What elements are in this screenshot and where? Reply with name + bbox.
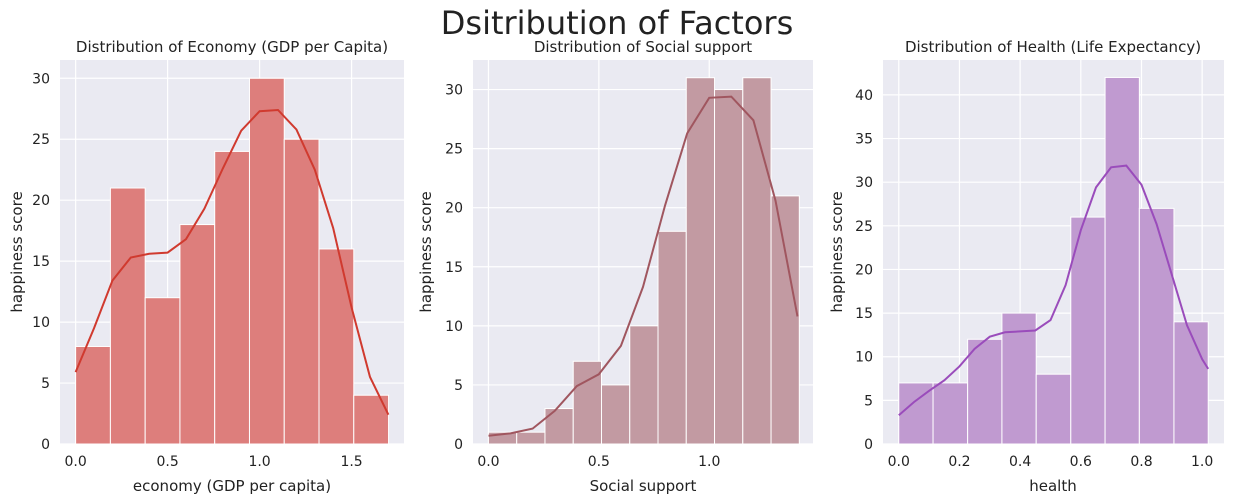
x-tick-label: 1.0 [698,454,720,470]
histogram-bar [516,431,546,445]
social-y-ticks: 0 5 10 15 20 25 30 [445,83,463,453]
histogram-bar [572,360,602,445]
health-x-axis-label: health [1029,477,1076,495]
health-x-ticks: 0.0 0.2 0.4 0.6 0.8 1.0 [888,454,1214,470]
y-tick-label: 0 [41,437,50,453]
y-tick-label: 10 [855,350,873,366]
histogram-bar [932,382,969,445]
y-tick-label: 10 [32,315,50,331]
y-tick-label: 25 [32,132,50,148]
x-tick-label: 0.6 [1070,454,1092,470]
health-y-ticks: 0 5 10 15 20 25 30 35 40 [855,88,873,453]
histogram-bar [1035,373,1072,445]
x-tick-label: 1.0 [1191,454,1213,470]
figure-title: Dsitribution of Factors [441,4,794,42]
y-tick-label: 20 [445,201,463,217]
kde-line [488,95,799,437]
histogram-bar [1138,207,1175,445]
social-x-ticks: 0.0 0.5 1.0 [477,454,720,470]
x-tick-label: 0.0 [65,454,87,470]
x-tick-label: 0.8 [1130,454,1152,470]
economy-kde [74,108,390,416]
y-tick-label: 15 [32,254,50,270]
y-tick-label: 5 [41,376,50,392]
histogram-bar [144,297,181,445]
health-title: Distribution of Health (Life Expectancy) [905,38,1201,56]
y-tick-label: 15 [445,260,463,276]
histogram-bar [770,195,800,445]
histogram-bar [742,77,772,445]
x-tick-label: 0.0 [888,454,910,470]
histogram-bar [967,338,1003,445]
y-tick-label: 25 [855,219,873,235]
social-title: Distribution of Social support [534,38,752,56]
economy-bars [75,77,390,445]
kde-line [898,164,1210,416]
y-tick-label: 30 [445,83,463,99]
histogram-bar [1001,312,1037,445]
health-bars [898,76,1209,445]
health-y-axis-label: happiness score [828,191,846,312]
x-tick-label: 0.5 [156,454,178,470]
health-kde [898,164,1210,416]
economy-y-axis-label: happiness score [8,191,26,312]
y-tick-label: 20 [855,262,873,278]
y-tick-label: 40 [855,88,873,104]
economy-panel: 0.0 0.5 1.0 1.5 0 5 10 15 20 25 30 Distribution o… [8,38,404,495]
y-tick-label: 5 [864,393,873,409]
y-tick-label: 5 [454,378,463,394]
x-tick-label: 0.0 [477,454,499,470]
y-tick-label: 30 [32,71,50,87]
y-tick-label: 20 [32,193,50,209]
histogram-bar [600,384,631,445]
x-tick-label: 1.0 [248,454,270,470]
economy-title: Distribution of Economy (GDP per Capita) [76,38,388,56]
histogram-bar [179,224,216,445]
y-tick-label: 30 [855,175,873,191]
y-tick-label: 0 [864,437,873,453]
histogram-bar [1070,216,1106,445]
histogram-bar [685,77,716,445]
x-tick-label: 0.5 [588,454,610,470]
histogram-bar [248,77,285,445]
histogram-bar [283,138,320,445]
social-y-axis-label: happiness score [417,191,435,312]
social-panel: 0.0 0.5 1.0 0 5 10 15 20 25 30 Distribution of S… [417,38,813,495]
economy-x-ticks: 0.0 0.5 1.0 1.5 [65,454,363,470]
y-tick-label: 35 [855,132,873,148]
histogram-bar [1104,76,1140,445]
y-tick-label: 0 [454,437,463,453]
x-tick-label: 1.5 [340,454,362,470]
histogram-bar [544,408,574,445]
x-tick-label: 0.4 [1009,454,1031,470]
histogram-bar [109,187,146,445]
histogram-bar [657,230,687,445]
social-bars [487,77,800,445]
health-panel: 0.0 0.2 0.4 0.6 0.8 1.0 0 5 10 15 20 25 30 35 40 Dist… [828,38,1224,495]
economy-y-ticks: 0 5 10 15 20 25 30 [32,71,50,453]
histogram-bar [1173,321,1209,445]
kde-line [74,108,390,416]
y-tick-label: 25 [445,142,463,158]
histogram-bar [714,89,744,445]
economy-x-axis-label: economy (GDP per capita) [133,477,331,495]
histogram-bar [629,325,659,445]
y-tick-label: 15 [855,306,873,322]
x-tick-label: 0.2 [948,454,970,470]
social-kde [488,95,799,437]
histogram-bar [214,150,250,445]
y-tick-label: 10 [445,319,463,335]
histogram-bar [318,248,355,445]
social-x-axis-label: Social support [590,477,697,495]
